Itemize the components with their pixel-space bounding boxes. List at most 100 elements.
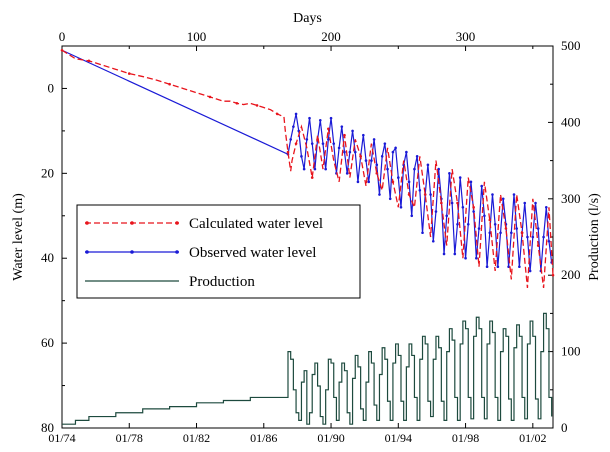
- observed-point: [491, 193, 494, 196]
- calculated-point: [488, 218, 492, 222]
- calculated-point: [472, 205, 475, 209]
- observed-point: [407, 180, 411, 184]
- observed-point: [375, 163, 379, 167]
- observed-point: [300, 155, 303, 158]
- left-tick-label: 80: [41, 420, 54, 435]
- observed-point: [426, 163, 430, 167]
- observed-point: [345, 172, 349, 175]
- legend-entry-2: Observed water level: [189, 245, 316, 261]
- observed-point: [442, 252, 446, 256]
- observed-point: [413, 167, 416, 171]
- bottom-tick-label: 01/98: [452, 431, 479, 445]
- observed-point: [348, 150, 352, 154]
- observed-point: [547, 239, 551, 243]
- observed-point: [536, 227, 540, 230]
- legend-marker: [85, 250, 89, 254]
- observed-point: [321, 142, 325, 145]
- left-tick-label: 40: [41, 250, 54, 265]
- observed-point: [337, 146, 341, 150]
- observed-point: [453, 252, 457, 256]
- observed-point: [362, 133, 365, 137]
- observed-point: [353, 150, 357, 154]
- observed-point: [518, 265, 521, 269]
- observed-point: [405, 150, 408, 154]
- observed-point: [343, 150, 346, 154]
- right-tick-label: 0: [561, 420, 568, 435]
- observed-point: [418, 189, 422, 192]
- observed-point: [372, 138, 376, 141]
- observed-point: [294, 112, 298, 116]
- observed-point: [332, 142, 336, 145]
- calculated-point: [60, 48, 64, 52]
- right-axis-title: Production (l/s): [587, 193, 602, 281]
- calculated-point: [551, 273, 555, 277]
- observed-point: [310, 142, 314, 145]
- observed-point: [380, 155, 384, 158]
- observed-point: [383, 142, 387, 145]
- observed-point: [386, 167, 389, 171]
- observed-point: [429, 193, 432, 196]
- observed-point: [394, 146, 397, 150]
- observed-point: [364, 159, 368, 162]
- legend-marker: [130, 250, 134, 254]
- observed-point: [477, 227, 481, 230]
- calculated-point: [87, 59, 91, 63]
- legend-marker: [175, 250, 179, 254]
- observed-point: [437, 167, 440, 171]
- observed-point: [515, 227, 518, 230]
- left-tick-label: 20: [41, 165, 54, 180]
- observed-point: [501, 197, 505, 201]
- calculated-point: [391, 180, 395, 184]
- calculated-point: [168, 82, 171, 86]
- legend-marker: [85, 221, 89, 225]
- observed-point: [370, 159, 373, 162]
- calculated-point: [456, 201, 459, 205]
- observed-point: [485, 265, 489, 269]
- observed-point: [378, 193, 381, 196]
- observed-point: [461, 205, 465, 209]
- observed-point: [415, 155, 419, 158]
- observed-point: [388, 197, 392, 201]
- right-tick-label: 100: [561, 344, 581, 359]
- observed-point: [318, 118, 322, 122]
- right-tick-label: 200: [561, 267, 581, 282]
- calculated-point: [275, 112, 279, 116]
- plot-area: [60, 48, 555, 425]
- calculated-point: [127, 72, 131, 75]
- observed-point: [448, 172, 451, 175]
- calculated-point: [423, 193, 427, 196]
- calculated-point: [255, 104, 259, 107]
- calculated-point: [407, 193, 411, 196]
- observed-point: [431, 239, 435, 243]
- bottom-tick-label: 01/74: [48, 431, 75, 445]
- top-axis-title: Days: [293, 11, 322, 26]
- observed-point: [313, 167, 317, 171]
- observed-point: [512, 193, 516, 196]
- bottom-tick-label: 01/82: [183, 431, 210, 445]
- observed-point: [456, 222, 459, 226]
- observed-point: [472, 210, 475, 213]
- bottom-tick-label: 01/90: [317, 431, 344, 445]
- observed-point: [327, 138, 330, 141]
- calculated-point: [294, 142, 298, 145]
- observed-point: [475, 256, 478, 260]
- observed-point: [464, 256, 467, 260]
- legend-marker: [130, 221, 134, 225]
- calculated-series-line: [61, 49, 554, 289]
- observed-point: [528, 269, 532, 273]
- observed-point: [493, 222, 497, 226]
- calculated-point: [343, 133, 346, 137]
- bottom-tick-label: 01/78: [116, 431, 143, 445]
- observed-point: [367, 180, 371, 184]
- observed-point: [483, 214, 486, 218]
- observed-point: [292, 125, 295, 128]
- calculated-point: [286, 150, 290, 154]
- calculated-point: [504, 227, 508, 230]
- observed-point: [356, 180, 360, 184]
- observed-point: [305, 138, 309, 141]
- calculated-point: [327, 127, 330, 131]
- production-series-line: [62, 312, 553, 425]
- observed-point: [458, 176, 462, 179]
